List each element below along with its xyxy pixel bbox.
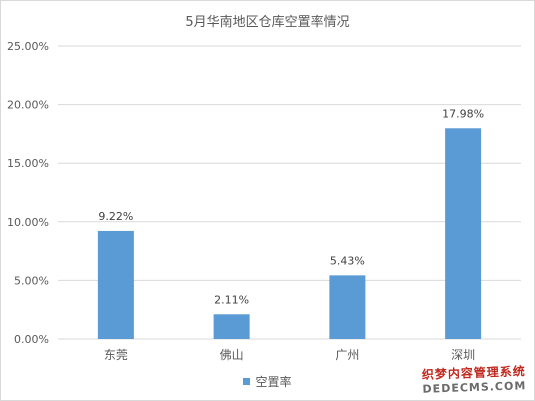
x-tick-label: 广州 bbox=[335, 348, 359, 362]
y-tick-label: 10.00% bbox=[7, 216, 49, 229]
y-tick-label: 20.00% bbox=[7, 99, 49, 112]
legend-swatch bbox=[243, 378, 251, 385]
data-label: 17.98% bbox=[442, 107, 484, 120]
legend-label: 空置率 bbox=[255, 375, 292, 389]
bar bbox=[445, 128, 482, 339]
bar bbox=[97, 230, 134, 339]
y-tick-label: 0.00% bbox=[14, 333, 49, 346]
data-label: 9.22% bbox=[98, 210, 133, 223]
x-tick-label: 深圳 bbox=[451, 348, 475, 362]
x-tick-label: 东莞 bbox=[104, 348, 128, 362]
legend: 空置率 bbox=[1, 373, 534, 390]
bar bbox=[213, 314, 250, 339]
y-tick-label: 5.00% bbox=[14, 274, 49, 287]
watermark-logo: 织梦内容管理系统 DEDECMS.COM bbox=[421, 362, 527, 396]
data-label: 5.43% bbox=[330, 254, 365, 267]
y-tick-label: 25.00% bbox=[7, 40, 49, 53]
bar bbox=[329, 275, 366, 339]
y-tick-label: 15.00% bbox=[7, 157, 49, 170]
x-tick-label: 佛山 bbox=[220, 348, 244, 362]
data-label: 2.11% bbox=[214, 293, 249, 306]
chart-title: 5月华南地区仓库空置率情况 bbox=[185, 15, 350, 30]
